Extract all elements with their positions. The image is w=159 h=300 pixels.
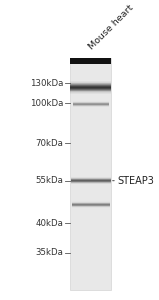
Bar — [70, 87, 111, 88]
Bar — [70, 85, 111, 86]
Text: 35kDa: 35kDa — [35, 248, 63, 257]
Bar — [70, 89, 111, 90]
Bar — [70, 90, 111, 91]
Bar — [70, 58, 111, 290]
Bar — [70, 92, 111, 93]
Text: 70kDa: 70kDa — [35, 139, 63, 148]
Bar — [70, 83, 111, 84]
Text: 100kDa: 100kDa — [30, 99, 63, 108]
Text: 130kDa: 130kDa — [30, 79, 63, 88]
Bar — [70, 81, 111, 82]
Bar — [70, 86, 111, 87]
Text: STEAP3: STEAP3 — [113, 176, 154, 186]
Bar — [70, 82, 111, 83]
Bar — [70, 93, 111, 94]
Bar — [70, 58, 111, 64]
Text: 55kDa: 55kDa — [35, 176, 63, 185]
Bar — [70, 88, 111, 89]
Text: Mouse heart: Mouse heart — [87, 3, 136, 51]
Text: 40kDa: 40kDa — [35, 219, 63, 228]
Bar — [70, 84, 111, 85]
